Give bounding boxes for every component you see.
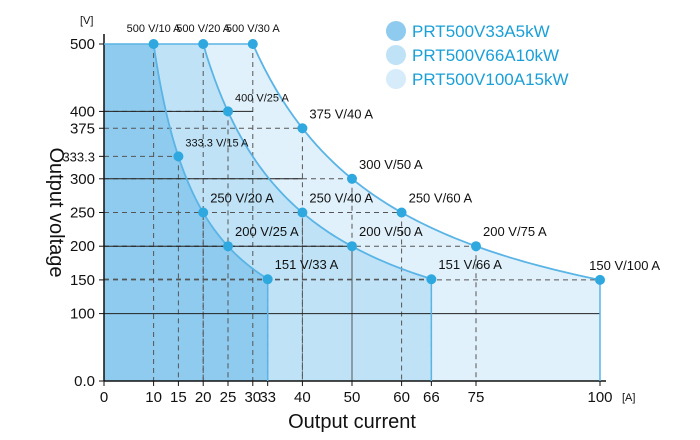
y-tick-label: 400 xyxy=(70,103,95,120)
data-point-1-2 xyxy=(297,207,308,218)
axes xyxy=(99,34,606,386)
data-label: 500 V/30 A xyxy=(226,23,280,35)
data-label: 151 V/33 A xyxy=(275,257,339,272)
y-tick-label: 200 xyxy=(70,238,95,255)
data-point-1-3 xyxy=(347,241,357,252)
y-tick-label: 375 xyxy=(70,120,95,137)
series-points xyxy=(148,39,605,285)
legend: PRT500V33A5kW PRT500V66A10kW PRT500V100A15… xyxy=(386,21,569,89)
x-tick-label: 20 xyxy=(195,389,212,406)
x-tick-label: 60 xyxy=(393,389,410,406)
series-curves xyxy=(104,43,601,381)
x-tick-label: 75 xyxy=(468,389,485,406)
legend-label: PRT500V66A10kW xyxy=(412,46,559,65)
data-point-1-1 xyxy=(223,106,233,117)
x-tick-label: 40 xyxy=(294,389,311,406)
data-point-0-0 xyxy=(148,39,159,49)
y-tick-label: 333.3 xyxy=(62,149,95,164)
legend-swatch-2 xyxy=(386,69,406,89)
data-labels: 500 V/10 A 333.3 V/15 A 250 V/20 A 200 V/25… xyxy=(127,23,661,273)
series-curve-0 xyxy=(152,43,269,280)
data-point-2-5 xyxy=(595,274,605,285)
x-axis-title: Output current xyxy=(288,411,416,433)
y-axis-unit: [V] xyxy=(80,15,93,27)
data-label: 333.3 V/15 A xyxy=(185,137,249,149)
data-point-2-4 xyxy=(471,241,481,252)
x-tick-label: 10 xyxy=(145,389,162,406)
legend-swatch-1 xyxy=(386,45,406,65)
legend-label: PRT500V33A5kW xyxy=(412,22,550,41)
x-tick-label: 50 xyxy=(344,389,361,406)
data-label: 500 V/10 A xyxy=(127,23,181,35)
data-point-2-3 xyxy=(396,207,407,218)
legend-swatch-0 xyxy=(386,21,406,41)
data-label: 300 V/50 A xyxy=(359,157,423,172)
x-tick-label: 33 xyxy=(259,389,276,406)
data-label: 250 V/40 A xyxy=(309,191,373,206)
data-point-1-0 xyxy=(198,39,209,49)
y-tick-label: 300 xyxy=(70,171,95,188)
data-label: 400 V/25 A xyxy=(235,92,289,104)
y-axis-title: Output voltage xyxy=(45,147,67,277)
data-label: 200 V/25 A xyxy=(235,224,299,239)
data-point-2-0 xyxy=(247,39,258,49)
data-point-0-4 xyxy=(262,274,273,285)
x-tick-label: 30 xyxy=(244,389,261,406)
data-label: 250 V/60 A xyxy=(409,191,473,206)
data-point-0-3 xyxy=(223,241,233,252)
data-label: 151 V/66 A xyxy=(438,257,502,272)
x-tick-label: 15 xyxy=(170,389,187,406)
y-tick-label: 500 xyxy=(70,36,95,53)
data-point-2-1 xyxy=(297,123,308,134)
series-curve-1 xyxy=(202,43,432,280)
y-tick-label: 150 xyxy=(70,272,95,289)
data-point-2-2 xyxy=(347,173,357,184)
data-point-0-2 xyxy=(198,207,209,218)
x-tick-label: 66 xyxy=(423,389,440,406)
x-axis-unit: [A] xyxy=(622,392,635,404)
data-point-1-4 xyxy=(426,274,437,285)
data-label: 500 V/20 A xyxy=(176,23,230,35)
x-tick-label: 25 xyxy=(220,389,237,406)
data-label: 375 V/40 A xyxy=(309,106,373,121)
y-tick-label: 100 xyxy=(70,306,95,323)
data-label: 200 V/50 A xyxy=(359,224,423,239)
y-tick-label: 250 xyxy=(70,205,95,222)
data-point-0-1 xyxy=(173,151,184,162)
series-curve-2 xyxy=(251,43,601,281)
data-label: 150 V/100 A xyxy=(589,258,660,273)
data-label: 250 V/20 A xyxy=(210,191,274,206)
x-tick-label: 100 xyxy=(587,389,612,406)
legend-label: PRT500V100A15kW xyxy=(412,70,569,89)
data-label: 200 V/75 A xyxy=(483,224,547,239)
x-tick-label: 0 xyxy=(100,389,108,406)
y-tick-label: 0.0 xyxy=(74,373,95,390)
